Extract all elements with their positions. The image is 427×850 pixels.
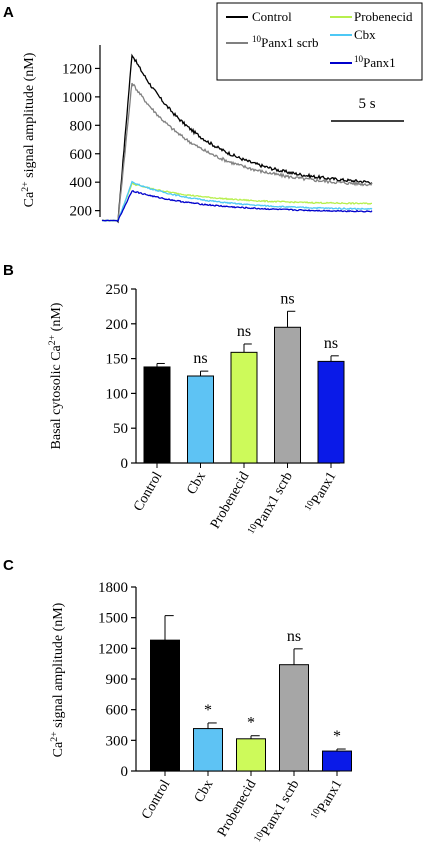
legend-label: Control (252, 9, 292, 24)
significance-label: ns (193, 350, 207, 367)
panel-letter-a: A (3, 4, 14, 21)
scalebar-label: 5 s (358, 96, 375, 112)
y-tick-label: 300 (106, 733, 129, 749)
bar (143, 366, 171, 464)
y-tick-label: 1800 (98, 580, 128, 596)
y-tick-label: 1000 (62, 90, 92, 106)
y-tick-label: 0 (121, 456, 129, 472)
bar (193, 728, 223, 772)
significance-label: * (333, 728, 341, 745)
bar (230, 351, 258, 464)
x-category-label: Cbx (192, 778, 217, 806)
panel-c-bar-chart: 0 300 600 900 1200 1500 1800 Ca2+ signal amplit… (49, 580, 352, 847)
bar (274, 326, 301, 464)
y-axis-label: Basal cytosolic Ca2+ (nM) (47, 302, 65, 449)
x-category-label: Probenecid (208, 470, 252, 532)
x-category-label: 10Panx1 (302, 468, 340, 516)
legend-label: Cbx (354, 27, 376, 42)
y-tick-label: 200 (106, 317, 129, 333)
panel-b-bar-chart: 0 50 100 150 200 250 Basal cytosolic Ca2+ (nM)… (47, 282, 345, 539)
y-tick-label: 600 (106, 703, 129, 719)
bar (322, 750, 352, 772)
y-tick-label: 50 (113, 421, 128, 437)
y-axis-label: Ca2+ signal amplitude (nM) (20, 52, 38, 207)
x-category-label: Control (139, 777, 173, 822)
x-category-label: Probenecid (215, 778, 259, 840)
x-category-label: Cbx (184, 470, 209, 498)
trace-10panx1-scrb (101, 82, 373, 222)
panel-letter-c: C (3, 557, 14, 574)
y-tick-label: 800 (70, 118, 93, 134)
trace-control (101, 53, 373, 224)
trace-cbx (102, 180, 373, 222)
significance-label: ns (280, 290, 294, 307)
y-axis-label: Ca2+ signal amplitude (nM) (49, 602, 67, 757)
y-tick-label: 900 (106, 672, 129, 688)
panel-letter-b: B (3, 262, 14, 279)
legend-label: Probenecid (354, 9, 413, 24)
y-tick-label: 150 (106, 352, 129, 368)
y-tick-label: 400 (70, 175, 93, 191)
bar (317, 360, 345, 464)
y-tick-label: 600 (70, 147, 93, 163)
bar (236, 738, 266, 772)
significance-label: ns (324, 335, 338, 352)
bar (187, 375, 214, 464)
legend-label: 10Panx1 (354, 54, 396, 70)
significance-label: ns (237, 323, 251, 340)
trace-10panx1 (101, 190, 373, 222)
legend-label: 10Panx1 scrb (252, 34, 319, 50)
significance-label: * (247, 715, 255, 732)
y-tick-label: 1200 (62, 61, 92, 77)
y-tick-label: 1200 (98, 641, 128, 657)
panel-a-trace-chart: 200 400 600 800 1000 1200 Ca2+ signal amplitud… (20, 2, 423, 224)
x-category-label: 10Panx1 (308, 776, 346, 824)
bar (150, 639, 180, 772)
y-tick-label: 1500 (98, 611, 128, 627)
legend-box (216, 2, 423, 81)
x-category-label: Control (131, 469, 165, 514)
x-category-label: 10Panx1 scrb (245, 468, 296, 539)
significance-label: * (204, 702, 212, 719)
trace-probenecid (101, 182, 372, 222)
y-tick-label: 100 (106, 386, 129, 402)
y-tick-label: 0 (121, 764, 129, 780)
significance-label: ns (287, 628, 301, 645)
y-tick-label: 250 (106, 282, 129, 298)
x-category-label: 10Panx1 scrb (251, 776, 302, 847)
bar (279, 664, 309, 772)
y-tick-label: 200 (70, 204, 93, 220)
